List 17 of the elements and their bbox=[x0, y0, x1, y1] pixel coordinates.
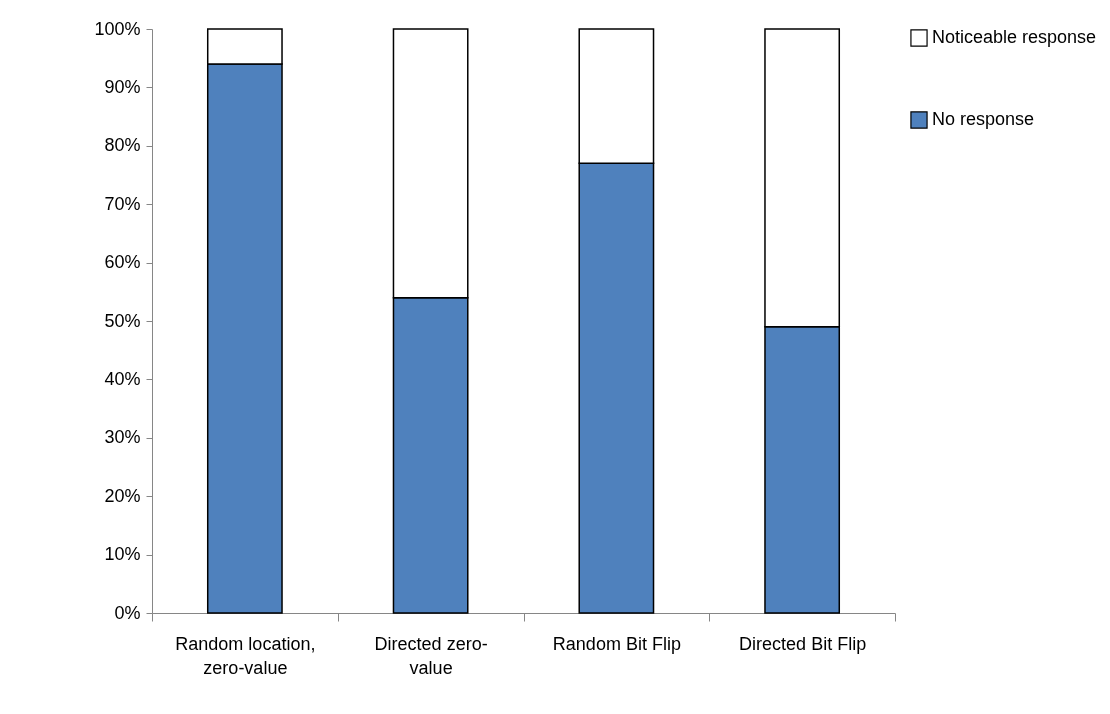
x-tick-label: Directed zero-value bbox=[374, 633, 488, 678]
y-tick-label: 100% bbox=[94, 18, 141, 39]
x-tick-label: Directed Bit Flip bbox=[739, 633, 867, 654]
y-tick-label: 50% bbox=[104, 310, 141, 331]
y-tick-label: 70% bbox=[104, 193, 141, 214]
y-tick-label: 90% bbox=[104, 76, 141, 97]
y-tick-label: 60% bbox=[104, 252, 141, 273]
legend-label: No response bbox=[932, 109, 1035, 129]
x-tick-label: Random location, zero-value bbox=[175, 633, 316, 678]
y-tick-label: 30% bbox=[104, 427, 141, 448]
legend-label: Noticeable response bbox=[932, 27, 1097, 47]
y-tick-label: 0% bbox=[114, 602, 141, 623]
y-tick-label: 10% bbox=[104, 544, 141, 565]
y-tick-label: 80% bbox=[104, 135, 141, 156]
y-tick-label: 20% bbox=[104, 485, 141, 506]
x-tick-label: Random Bit Flip bbox=[552, 633, 681, 654]
y-tick-label: 40% bbox=[104, 368, 141, 389]
